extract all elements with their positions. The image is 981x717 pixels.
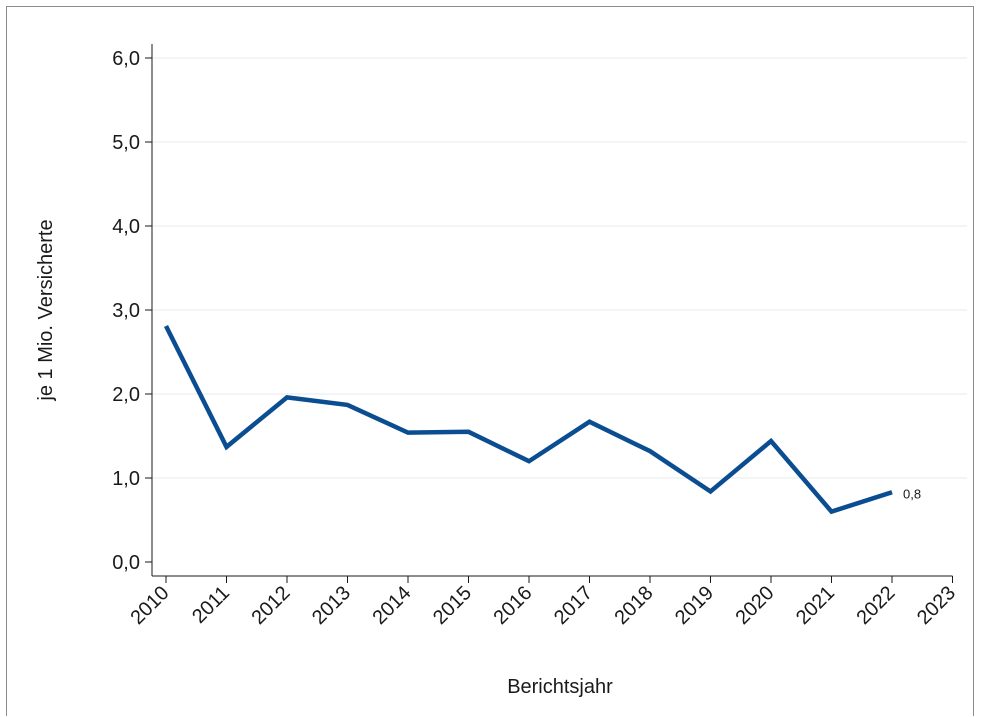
y-tick-label: 0,0 bbox=[112, 552, 140, 574]
chart-frame bbox=[6, 6, 974, 716]
x-tick-label: 2022 bbox=[853, 582, 900, 629]
y-tick-label: 6,0 bbox=[112, 48, 140, 70]
series-line bbox=[163, 324, 893, 515]
x-tick-label: 2017 bbox=[550, 582, 597, 629]
x-axis-title: Berichtsjahr bbox=[507, 676, 613, 698]
x-tick-label: 2012 bbox=[248, 582, 295, 629]
grid-lines bbox=[152, 57, 967, 479]
y-tick-label: 5,0 bbox=[112, 132, 140, 154]
x-tick-label: 2010 bbox=[127, 582, 174, 629]
series-group bbox=[163, 324, 893, 515]
y-axis-ticks: 0,0 1,0 2,0 3,0 4,0 5,0 6,0 bbox=[112, 48, 152, 574]
x-tick-label: 2021 bbox=[792, 582, 839, 629]
x-tick-label: 2018 bbox=[611, 582, 658, 629]
data-labels: 0,8 bbox=[903, 486, 921, 501]
y-tick-label: 1,0 bbox=[112, 468, 140, 490]
x-tick-label: 2013 bbox=[308, 582, 355, 629]
data-label-2022: 0,8 bbox=[903, 486, 921, 501]
x-tick-label: 2016 bbox=[490, 582, 537, 629]
y-axis-title: je 1 Mio. Versicherte bbox=[35, 219, 57, 401]
y-tick-label: 2,0 bbox=[112, 384, 140, 406]
y-tick-label: 3,0 bbox=[112, 300, 140, 322]
x-tick-label: 2023 bbox=[913, 582, 960, 629]
x-tick-label: 2020 bbox=[732, 582, 779, 629]
y-tick-label: 4,0 bbox=[112, 216, 140, 238]
x-tick-label: 2014 bbox=[369, 582, 416, 629]
x-tick-label: 2019 bbox=[671, 582, 718, 629]
x-tick-label: 2015 bbox=[429, 582, 476, 629]
x-tick-label: 2011 bbox=[188, 582, 234, 628]
x-axis-ticks: 2010 2011 2012 2013 2014 2015 2016 2017 2018 2019… bbox=[127, 576, 960, 629]
